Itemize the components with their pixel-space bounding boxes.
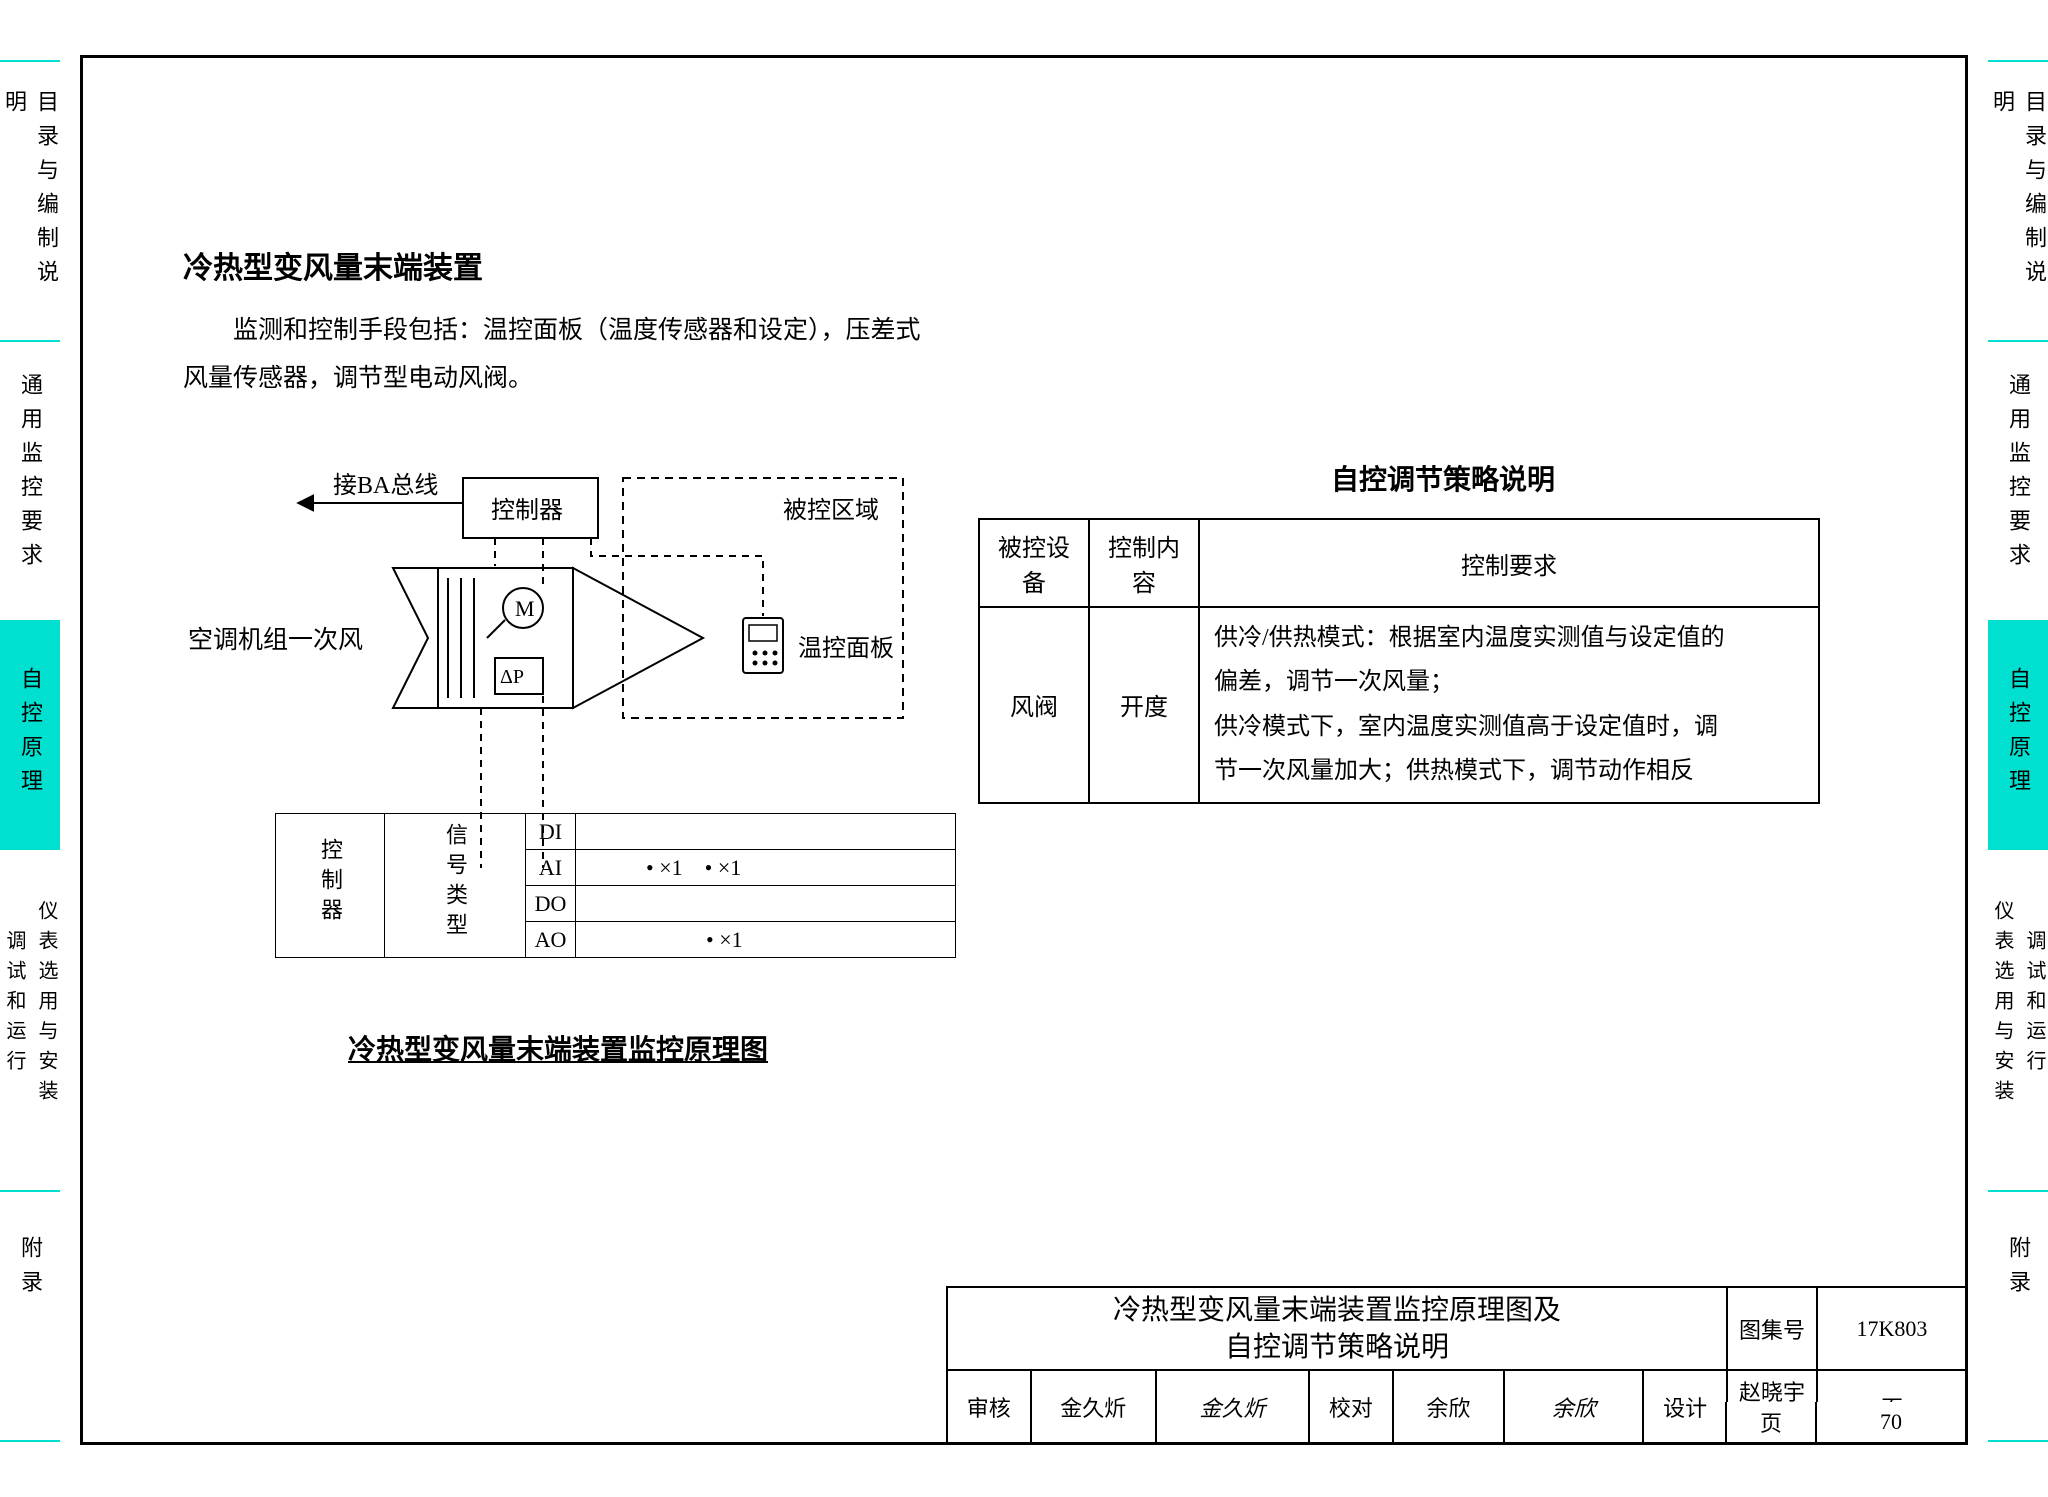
schematic-diagram: 接BA总线 控制器 被控区域 空调机组一次风 M ΔP xyxy=(143,448,963,868)
ba-bus-label: 接BA总线 xyxy=(333,472,438,499)
tb-design-role: 设计 xyxy=(1643,1370,1727,1444)
sig-ao-x1: ×1 xyxy=(719,927,742,952)
motor-icon: M xyxy=(515,596,535,621)
sig-ai-x1b: ×1 xyxy=(718,855,741,880)
controller-label: 控制器 xyxy=(491,497,563,524)
tab-auto-principle[interactable]: 自控原理 xyxy=(0,620,60,850)
tab-general[interactable]: 通用监控要求 xyxy=(0,330,60,620)
tab-appendix[interactable]: 附录 xyxy=(0,1190,60,1350)
tb-audit-role: 审核 xyxy=(947,1370,1031,1444)
thermostat-label: 温控面板 xyxy=(798,635,894,662)
req-l1: 供冷/供热模式：根据室内温度实测值与设定值的 xyxy=(1214,625,1725,651)
signal-table: 控制器 信号类型 DI AI • ×1 • ×1 DO A xyxy=(275,813,956,958)
tb-audit-sig: 金久炘 xyxy=(1156,1370,1309,1444)
right-tab-column: 目录与编制说明 通用监控要求 自控原理 仪表选用与安装 调试和运行 附录 xyxy=(1988,0,2048,1497)
strategy-table: 被控设备 控制内容 控制要求 风阀 开度 供冷/供热模式：根据室内温度实测值与设… xyxy=(978,518,1820,804)
drawing-frame: 冷热型变风量末端装置 监测和控制手段包括：温控面板（温度传感器和设定），压差式 … xyxy=(80,55,1968,1445)
figure-caption: 冷热型变风量末端装置监控原理图 xyxy=(298,1028,818,1068)
header-line2: 风量传感器，调节型电动风阀。 xyxy=(183,355,943,403)
req-l2: 偏差，调节一次风量； xyxy=(1214,669,1454,695)
tb-check-sig: 余欣 xyxy=(1504,1370,1643,1444)
tab-general-r[interactable]: 通用监控要求 xyxy=(1988,330,2048,620)
req-l3: 供冷模式下，室内温度实测值高于设定值时，调 xyxy=(1214,714,1718,740)
tb-page-label-cell: 页 xyxy=(1725,1402,1815,1442)
zone-label: 被控区域 xyxy=(783,497,879,524)
header-line1: 监测和控制手段包括：温控面板（温度传感器和设定），压差式 xyxy=(183,307,943,355)
page-frame: 目录与编制说明 通用监控要求 自控原理 调试和运行 仪表选用与安装 附录 目录与… xyxy=(0,0,2048,1497)
col-device: 被控设备 xyxy=(979,519,1089,607)
tab-instrument-col-b: 调试和运行 xyxy=(0,930,30,1080)
dp-icon: ΔP xyxy=(500,666,524,688)
cell-content: 开度 xyxy=(1089,607,1199,803)
sig-ctrl-label: 控制器 xyxy=(314,838,346,928)
left-tab-column: 目录与编制说明 通用监控要求 自控原理 调试和运行 仪表选用与安装 附录 xyxy=(0,0,60,1497)
tb-main-1: 冷热型变风量末端装置监控原理图及 xyxy=(1113,1294,1561,1325)
tb-page-no: 70 xyxy=(1815,1402,1965,1442)
col-content: 控制内容 xyxy=(1089,519,1199,607)
sig-row-ai: AI xyxy=(526,850,576,886)
tb-check-role: 校对 xyxy=(1309,1370,1393,1444)
sig-row-ao: AO xyxy=(526,922,576,958)
tab-instrument-col-a: 仪表选用与安装 xyxy=(30,900,62,1110)
tab-instrument-r-col-b: 调试和运行 xyxy=(2018,930,2048,1080)
strategy-title: 自控调节策略说明 xyxy=(1123,458,1763,498)
sig-ai-2: • xyxy=(705,855,713,880)
tb-atlas-label: 图集号 xyxy=(1727,1287,1817,1370)
cell-device: 风阀 xyxy=(979,607,1089,803)
tab-instrument-r[interactable]: 仪表选用与安装 调试和运行 xyxy=(1988,850,2048,1160)
tab-instrument[interactable]: 调试和运行 仪表选用与安装 xyxy=(0,850,60,1160)
sig-ao-1: • xyxy=(706,927,714,952)
supply-air-label: 空调机组一次风 xyxy=(188,626,363,654)
col-req: 控制要求 xyxy=(1199,519,1819,607)
tab-toc-r[interactable]: 目录与编制说明 xyxy=(1988,70,2048,330)
header-block: 冷热型变风量末端装置 监测和控制手段包括：温控面板（温度传感器和设定），压差式 … xyxy=(183,243,943,402)
sig-row-di: DI xyxy=(526,814,576,850)
tb-audit-name: 金久炘 xyxy=(1031,1370,1156,1444)
tb-main-2: 自控调节策略说明 xyxy=(1225,1331,1449,1362)
section-title: 冷热型变风量末端装置 xyxy=(183,243,943,287)
sig-type-label: 信号类型 xyxy=(439,823,471,943)
cell-req: 供冷/供热模式：根据室内温度实测值与设定值的 偏差，调节一次风量； 供冷模式下，… xyxy=(1199,607,1819,803)
req-l4: 节一次风量加大；供热模式下，调节动作相反 xyxy=(1214,758,1694,784)
sig-ai-1: • xyxy=(646,855,654,880)
tb-atlas-no: 17K803 xyxy=(1817,1287,1967,1370)
sig-ai-x1a: ×1 xyxy=(659,855,682,880)
tab-toc[interactable]: 目录与编制说明 xyxy=(0,70,60,330)
tb-check-name: 余欣 xyxy=(1393,1370,1504,1444)
sig-row-do: DO xyxy=(526,886,576,922)
tab-instrument-r-col-a: 仪表选用与安装 xyxy=(1986,900,2018,1110)
tab-auto-principle-r[interactable]: 自控原理 xyxy=(1988,620,2048,850)
tab-appendix-r[interactable]: 附录 xyxy=(1988,1190,2048,1350)
